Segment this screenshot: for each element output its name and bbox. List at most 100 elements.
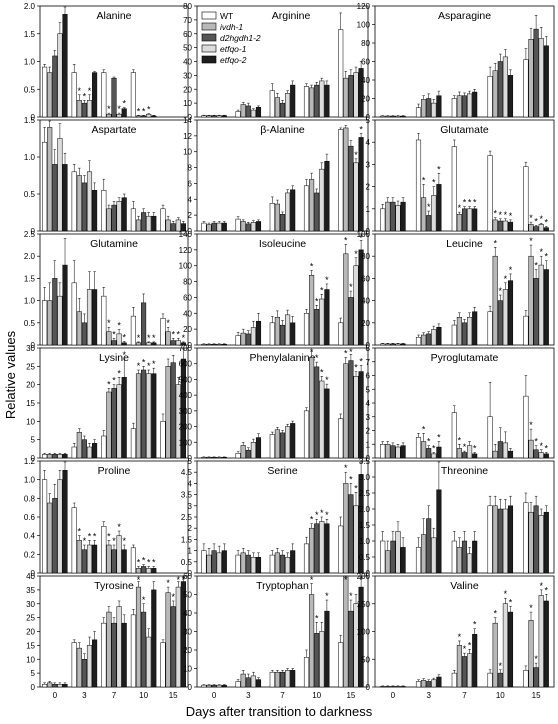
bar-ivdh-1 (47, 502, 53, 574)
bar-ivdh-1 (47, 72, 53, 118)
bar-d2hgdh1-2 (81, 322, 87, 346)
bar-etfqo-1 (285, 93, 291, 118)
significance-star: * (493, 209, 497, 219)
bar-etfqo-2 (151, 373, 157, 459)
bar-ivdh-1 (165, 366, 171, 459)
bar-wt (42, 300, 48, 346)
bar-etfqo-2 (151, 115, 157, 118)
bar-wt (101, 295, 107, 346)
bar-etfqo-2 (324, 610, 330, 688)
bar-etfqo-2 (151, 342, 157, 346)
significance-star: * (468, 640, 472, 650)
bar-etfqo-1 (86, 446, 93, 459)
y-tick-label: 0.6 (24, 513, 36, 522)
legend-label-wt: WT (220, 11, 233, 21)
significance-star: * (122, 99, 126, 109)
legend-swatch-d2hgdh1-2 (201, 33, 217, 42)
y-tick-label: 500 (179, 375, 193, 384)
bar-wt (380, 686, 386, 688)
significance-star: * (325, 275, 329, 285)
y-tick-label: 60 (183, 572, 192, 581)
bar-ivdh-1 (385, 686, 391, 688)
y-tick-label: 0 (188, 227, 193, 236)
significance-star: * (182, 333, 186, 343)
significance-star: * (177, 575, 181, 585)
significance-star: * (78, 527, 82, 537)
bar-ivdh-1 (492, 219, 498, 232)
y-tick-label: 7 (366, 358, 371, 367)
bar-wt (201, 222, 207, 232)
y-tick-label: 20 (26, 381, 35, 390)
y-tick-label: 0.4 (24, 532, 36, 541)
bar-ivdh-1 (206, 224, 212, 232)
y-tick-label: 1.0 (24, 58, 36, 67)
bar-wt (451, 412, 457, 459)
bar-etfqo-2 (472, 311, 478, 346)
panel-arginine: 01020304050607080ArginineWTivdh-1d2hgdh1… (183, 2, 369, 122)
bar-ivdh-1 (385, 201, 391, 232)
y-tick-label: 0 (366, 569, 371, 578)
legend-swatch-ivdh-1 (201, 22, 217, 31)
bar-etfqo-2 (151, 215, 157, 232)
significance-star: * (315, 296, 319, 306)
y-tick-label: 10 (26, 417, 35, 426)
bar-etfqo-1 (319, 521, 325, 574)
x-tick-label: 15 (169, 691, 178, 700)
bar-ivdh-1 (106, 208, 112, 232)
bar-etfqo-1 (395, 205, 401, 232)
bar-etfqo-1 (467, 208, 473, 232)
y-tick-label: 1.5 (24, 116, 36, 125)
y-tick-label: 0.5 (24, 85, 36, 94)
significance-star: * (359, 124, 363, 134)
y-tick-label: 60 (183, 293, 192, 302)
bar-etfqo-1 (285, 192, 291, 232)
x-tick-label: 7 (280, 691, 285, 700)
bar-etfqo-1 (538, 264, 544, 346)
bar-etfqo-1 (175, 586, 181, 688)
bar-wt (130, 428, 136, 459)
bar-wt (269, 90, 275, 118)
bar-wt (101, 435, 107, 459)
y-tick-label: 0 (366, 454, 371, 463)
bar-ivdh-1 (47, 300, 53, 346)
bar-wt (101, 526, 107, 574)
bar-etfqo-2 (62, 264, 68, 346)
bar-etfqo-2 (543, 453, 549, 459)
y-tick-label: 200 (179, 423, 193, 432)
bar-ivdh-1 (492, 255, 498, 346)
bar-ivdh-1 (76, 647, 82, 688)
significance-star: * (117, 368, 121, 378)
significance-star: * (463, 442, 467, 452)
bar-etfqo-1 (216, 684, 222, 688)
bar-etfqo-2 (290, 423, 296, 459)
bar-d2hgdh1-2 (279, 214, 286, 232)
panel-title: Valine (450, 580, 479, 592)
bar-etfqo-2 (121, 622, 127, 688)
y-tick-label: 30 (183, 628, 192, 637)
significance-star: * (473, 198, 477, 208)
y-tick-label: 100 (357, 21, 371, 30)
bar-d2hgdh1-2 (348, 494, 354, 574)
significance-star: * (142, 106, 146, 116)
bar-etfqo-2 (436, 676, 442, 688)
y-tick-label: 2 (188, 211, 193, 220)
bar-d2hgdh1-2 (348, 360, 354, 459)
y-tick-label: 120 (357, 2, 371, 11)
significance-star: * (499, 210, 503, 220)
panel-title: Proline (98, 465, 131, 477)
bar-etfqo-1 (57, 454, 63, 459)
bar-etfqo-2 (472, 208, 478, 232)
bar-ivdh-1 (528, 511, 534, 574)
significance-star: * (315, 613, 319, 623)
bar-d2hgdh1-2 (170, 606, 176, 688)
y-tick-label: 120 (179, 246, 193, 255)
bar-wt (130, 72, 136, 118)
bar-ivdh-1 (492, 622, 498, 688)
significance-star: * (504, 274, 508, 284)
y-tick-label: 40 (361, 76, 370, 85)
bar-etfqo-1 (250, 557, 256, 574)
bar-ivdh-1 (106, 544, 112, 574)
bar-wt (523, 166, 529, 232)
bar-d2hgdh1-2 (390, 343, 396, 346)
